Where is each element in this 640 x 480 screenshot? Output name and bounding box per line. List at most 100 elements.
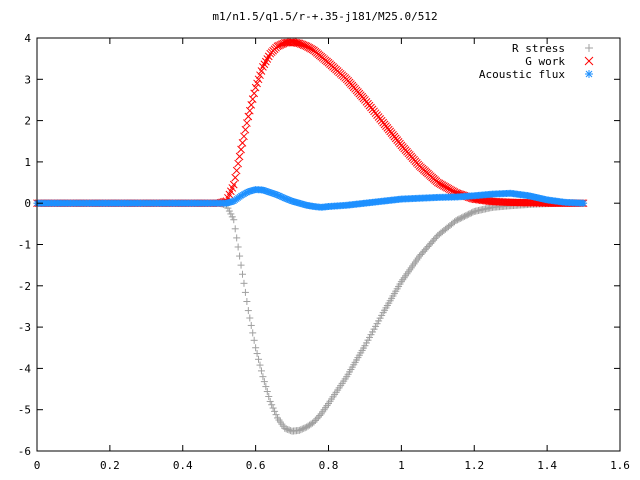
data-point	[269, 404, 277, 412]
data-point	[243, 119, 251, 127]
data-point	[262, 383, 270, 391]
data-point	[316, 411, 324, 419]
data-point	[254, 75, 263, 84]
data-point	[239, 270, 247, 278]
data-point	[313, 415, 321, 423]
data-point	[256, 361, 264, 369]
data-point	[314, 413, 322, 421]
data-point	[232, 166, 241, 175]
data-point	[244, 307, 252, 315]
series-acoustic-flux	[33, 186, 588, 211]
plot-area	[33, 38, 588, 435]
data-point	[249, 329, 257, 337]
data-point	[295, 426, 303, 434]
y-tick-label: -1	[18, 239, 31, 252]
axes: 0 0.2 0.4 0.6 0.8 1 1.2 1.4 1.6 4 3 2 1 0 -1 -2 -3 -4 -5 -6	[18, 32, 630, 472]
data-point	[227, 210, 235, 218]
data-point	[268, 401, 276, 409]
data-point	[251, 83, 260, 92]
data-point	[257, 367, 265, 375]
legend-marker	[585, 44, 593, 52]
data-point	[256, 71, 264, 80]
data-point	[248, 95, 257, 103]
chart-title: m1/n1.5/q1.5/r-+.35-j181/M25.0/512	[212, 10, 437, 23]
legend-marker	[585, 70, 593, 78]
data-point	[310, 418, 318, 426]
data-point	[245, 106, 254, 115]
legend-marker	[584, 56, 594, 66]
data-point	[257, 67, 266, 75]
y-tick-label: -6	[18, 445, 31, 458]
data-point	[260, 378, 268, 386]
data-point	[284, 425, 292, 433]
data-point	[228, 213, 236, 221]
data-point	[281, 424, 289, 432]
data-point	[240, 279, 248, 287]
y-tick-label: 0	[24, 197, 31, 210]
y-tick-label: 1	[24, 156, 31, 169]
x-tick-label: 0.2	[100, 459, 120, 472]
data-point	[237, 261, 245, 269]
data-point	[240, 132, 248, 141]
y-tick-label: -2	[18, 280, 31, 293]
data-point	[265, 392, 273, 400]
data-point	[231, 173, 240, 182]
data-point	[292, 39, 301, 47]
y-tick-label: -4	[18, 362, 32, 375]
data-point	[253, 350, 261, 358]
data-point	[298, 425, 306, 433]
data-point	[252, 344, 260, 352]
data-point	[272, 411, 280, 419]
x-tick-label: 1.6	[610, 459, 630, 472]
x-tick-label: 0.4	[173, 459, 193, 472]
y-tick-label: 4	[24, 32, 31, 45]
data-point	[301, 424, 309, 432]
data-point	[241, 288, 249, 296]
data-point	[300, 424, 308, 432]
y-tick-label: -5	[18, 404, 31, 417]
data-point	[580, 199, 588, 207]
y-tick-label: -3	[18, 321, 31, 334]
data-point	[225, 207, 233, 215]
data-point	[246, 314, 254, 322]
data-point	[237, 145, 245, 154]
data-point	[231, 225, 239, 233]
x-tick-label: 0	[34, 459, 41, 472]
data-point	[282, 425, 290, 433]
data-point	[250, 336, 258, 344]
data-point	[236, 252, 244, 260]
data-point	[235, 152, 244, 161]
data-point	[247, 321, 255, 329]
y-tick-label: 3	[24, 73, 31, 86]
data-point	[238, 139, 247, 147]
data-point	[250, 89, 259, 98]
data-point	[233, 234, 241, 242]
x-tick-label: 1	[398, 459, 405, 472]
data-point	[244, 112, 253, 121]
data-point	[234, 243, 242, 251]
x-tick-label: 1.4	[537, 459, 557, 472]
data-point	[229, 180, 238, 189]
data-point	[253, 79, 261, 88]
legend-label: R stress	[512, 42, 565, 55]
data-point	[255, 355, 263, 363]
x-tick-label: 1.2	[464, 459, 484, 472]
x-tick-label: 0.8	[319, 459, 339, 472]
data-point	[259, 373, 267, 381]
y-tick-label: 2	[24, 115, 31, 128]
data-point	[271, 407, 279, 415]
legend-label: G work	[525, 55, 565, 68]
data-point	[297, 426, 305, 434]
data-point	[311, 416, 319, 424]
x-tick-label: 0.6	[246, 459, 266, 472]
data-point	[285, 426, 293, 434]
data-point	[266, 397, 274, 405]
data-point	[241, 125, 250, 134]
data-point	[230, 216, 238, 224]
data-point	[243, 297, 251, 305]
data-point	[294, 39, 302, 47]
legend-label: Acoustic flux	[479, 68, 565, 81]
